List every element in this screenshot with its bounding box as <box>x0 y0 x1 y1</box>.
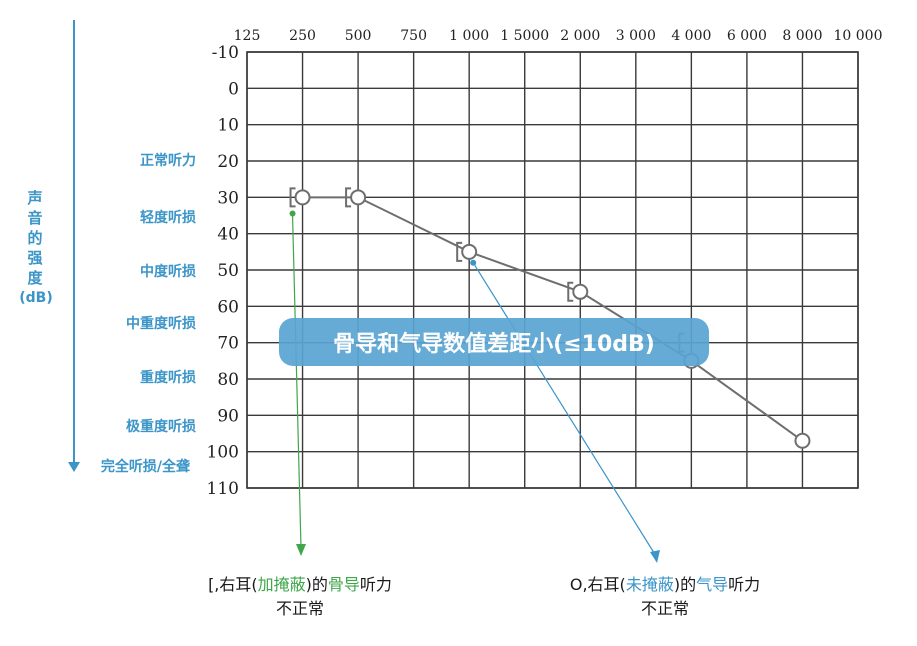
air-conduction-note: O,右耳(未掩蔽)的气导听力 不正常 <box>530 573 800 621</box>
air-conduction-marker <box>461 243 478 260</box>
intensity-arrow-head <box>68 462 80 472</box>
category-total: 完全听损/全聋 <box>100 459 190 475</box>
bone-callout-dot <box>289 210 296 217</box>
air-conduction-line <box>302 196 804 442</box>
bone-note-part: 听力 <box>359 575 392 594</box>
category-moderately-severe: 中重度听损 <box>126 316 196 332</box>
y-tick-label: 10 <box>217 116 239 136</box>
bone-note-part: [,右耳( <box>208 575 258 594</box>
air-conduction-marker <box>350 189 367 206</box>
y-tick-label: 60 <box>217 297 239 317</box>
y-axis-title-char: 度 <box>27 269 43 287</box>
y-tick-label: 0 <box>228 79 239 99</box>
air-note-part: )的 <box>673 575 697 594</box>
air-note-part: O,右耳( <box>569 575 626 594</box>
x-tick-label: 750 <box>400 28 427 44</box>
air-conduction-marker <box>794 432 811 449</box>
x-tick-label: 8 000 <box>782 28 822 44</box>
x-tick-label: 1 5000 <box>500 28 549 44</box>
bone-callout-line <box>291 215 302 549</box>
x-tick-label: 4 000 <box>671 28 711 44</box>
y-tick-label: 90 <box>217 406 239 426</box>
air-note-line2: 不正常 <box>640 599 689 618</box>
bone-conduction-marker <box>345 187 352 208</box>
category-moderate: 中度听损 <box>140 264 196 280</box>
y-tick-label: 110 <box>207 479 239 499</box>
bone-note-part: )的 <box>305 575 328 594</box>
y-tick-label: 20 <box>217 152 239 172</box>
x-tick-label: 125 <box>234 28 261 44</box>
air-note-part: 听力 <box>728 575 761 594</box>
air-note-line1: O,右耳(未掩蔽)的气导听力 <box>530 573 800 597</box>
x-tick-label: 10 000 <box>834 28 883 44</box>
bone-note-line2: 不正常 <box>275 599 324 618</box>
x-tick-label: 3 000 <box>616 28 656 44</box>
bone-conduction-marker <box>456 241 463 262</box>
category-normal: 正常听力 <box>140 153 196 169</box>
x-tick-label: 2 000 <box>560 28 600 44</box>
y-axis-title-char: (dB) <box>19 290 53 306</box>
y-tick-label: 70 <box>217 334 239 354</box>
y-axis-title-char: 声 <box>27 189 43 207</box>
y-tick-label: 50 <box>217 261 239 281</box>
bone-conduction-marker <box>289 187 296 208</box>
y-tick-label: 40 <box>217 225 239 245</box>
category-mild: 轻度听损 <box>140 210 196 226</box>
x-tick-label: 500 <box>345 28 372 44</box>
bone-conduction-note: [,右耳(加掩蔽)的骨导听力 不正常 <box>170 573 430 621</box>
air-conduction-marker <box>294 189 311 206</box>
y-tick-label: 100 <box>207 443 239 463</box>
x-tick-label: 250 <box>289 28 316 44</box>
air-callout-arrowhead <box>650 550 660 563</box>
masked-label: 加掩蔽 <box>257 575 306 594</box>
air-conduction-marker <box>572 283 589 300</box>
y-axis-title-char: 强 <box>27 249 43 267</box>
y-axis-title: 声 音 的 强 度 (dB) <box>19 188 53 308</box>
category-profound: 极重度听损 <box>126 419 196 435</box>
air-conduction-label: 气导 <box>696 575 729 594</box>
y-tick-label: 80 <box>217 370 239 390</box>
y-tick-label: -10 <box>212 43 239 63</box>
bone-note-line1: [,右耳(加掩蔽)的骨导听力 <box>170 573 430 597</box>
y-axis-title-char: 音 <box>27 209 43 227</box>
y-tick-label: 30 <box>217 188 239 208</box>
y-axis-title-char: 的 <box>27 229 43 247</box>
unmasked-label: 未掩蔽 <box>625 575 674 594</box>
bone-conduction-marker <box>567 281 574 302</box>
x-tick-label: 6 000 <box>727 28 767 44</box>
bone-callout-arrowhead <box>296 544 306 556</box>
annotation-badge: 骨导和气导数值差距小(≤10dB) <box>279 318 709 366</box>
bone-conduction-label: 骨导 <box>327 575 360 594</box>
x-tick-label: 1 000 <box>449 28 489 44</box>
intensity-arrow-shaft <box>73 20 75 465</box>
air-callout-line <box>472 262 657 557</box>
category-severe: 重度听损 <box>140 370 196 386</box>
